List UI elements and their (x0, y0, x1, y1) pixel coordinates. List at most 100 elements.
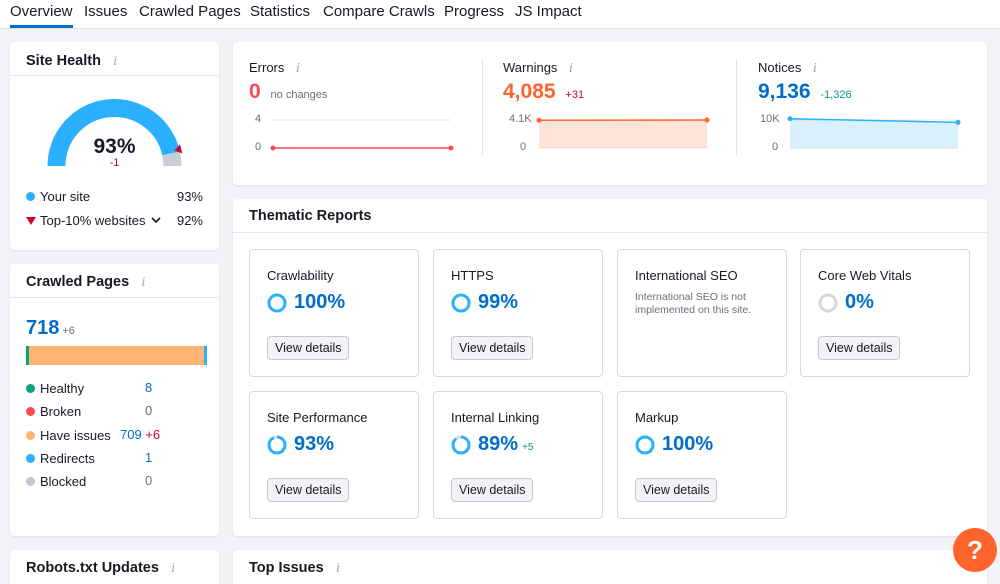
thematic-reports-card: Thematic Reports Crawlability 100% View … (233, 199, 987, 536)
healthy-value[interactable]: 8 (145, 380, 153, 395)
view-details-button[interactable]: View details (451, 336, 534, 360)
divider (10, 297, 219, 298)
warnings-sparkline[interactable] (535, 112, 715, 156)
info-icon[interactable]: i (296, 61, 300, 75)
ring-fill (267, 293, 287, 312)
report-name: HTTPS (451, 268, 494, 283)
info-icon[interactable]: i (336, 561, 340, 575)
your-site-value: 93% (176, 189, 203, 204)
notices-value[interactable]: 9,136 (758, 80, 811, 103)
crawled-pages-bar[interactable] (26, 346, 207, 365)
row-have-issues[interactable]: Have issues (26, 427, 111, 443)
warnings-value[interactable]: 4,085 (503, 80, 556, 103)
your-site-label: Your site (40, 189, 91, 204)
top-issues-title: Top Issues (249, 560, 324, 576)
ring-fill (635, 435, 655, 454)
report-name: International SEO (635, 268, 738, 283)
bar-segment-healthy[interactable] (26, 346, 29, 365)
report-score: 100% (662, 433, 714, 455)
progress-ring-icon (451, 435, 471, 454)
area-fill (790, 118, 958, 148)
tab-js-impact[interactable]: JS Impact (515, 3, 582, 20)
crawled-pages-card: Crawled Pages i 718 +6 Healthy 8 Broken … (10, 264, 219, 536)
report-score: 0% (845, 291, 874, 313)
blocked-value: 0 (145, 473, 153, 488)
tab-progress[interactable]: Progress (444, 3, 505, 20)
notices-tick-min: 0 (772, 141, 779, 153)
notices-label[interactable]: Notices (758, 60, 802, 75)
report-tabs: Overview Issues Crawled Pages Statistics… (0, 0, 1000, 29)
broken-dot (26, 406, 35, 416)
tab-statistics[interactable]: Statistics (250, 3, 311, 20)
chevron-down-icon[interactable] (150, 217, 161, 224)
row-broken[interactable]: Broken (26, 403, 81, 419)
row-blocked[interactable]: Blocked (26, 473, 86, 489)
robots-card: Robots.txt Updates i (10, 550, 219, 584)
info-icon[interactable]: i (569, 61, 573, 75)
view-details-button[interactable]: View details (451, 478, 534, 502)
notices-delta: -1,326 (820, 89, 852, 101)
crawled-pages-total[interactable]: 718 (26, 317, 60, 339)
crawled-pages-delta: +6 (62, 325, 75, 337)
your-site-dot (26, 192, 35, 201)
have-issues-dot (26, 430, 35, 440)
metrics-card: Errors i 0 no changes 4 0 Warnings i 4,0… (233, 42, 987, 185)
errors-sparkline[interactable] (269, 112, 459, 156)
data-point (536, 117, 542, 123)
help-button[interactable]: ? (953, 528, 997, 572)
broken-value: 0 (145, 403, 153, 418)
top-issues-card: Top Issues i (233, 550, 987, 584)
errors-label[interactable]: Errors (249, 60, 285, 75)
site-health-card: Site Health i 93% -1 Your site 93% Top-1… (10, 42, 219, 250)
view-details-button[interactable]: View details (635, 478, 718, 502)
report-name: Internal Linking (451, 410, 540, 425)
bar-segment-redirects[interactable] (203, 346, 207, 365)
broken-label: Broken (40, 403, 82, 419)
row-redirects[interactable]: Redirects (26, 450, 95, 466)
info-icon[interactable]: i (113, 54, 118, 68)
row-healthy[interactable]: Healthy (26, 380, 84, 396)
tab-overview[interactable]: Overview (10, 3, 73, 28)
report-score: 93% (294, 433, 335, 455)
have-issues-value[interactable]: 709 (120, 427, 142, 442)
crawled-pages-title: Crawled Pages (26, 274, 130, 290)
redirects-value[interactable]: 1 (145, 450, 153, 465)
view-details-button[interactable]: View details (267, 336, 350, 360)
report-international-seo: International SEO International SEO is n… (617, 249, 787, 377)
bar-segment-have-issues[interactable] (29, 346, 204, 365)
ring-fill (267, 435, 287, 454)
tab-compare-crawls[interactable]: Compare Crawls (323, 3, 435, 20)
notices-tick-max: 10K (760, 113, 780, 125)
report-site-performance: Site Performance 93% View details (249, 391, 419, 519)
report-internal-linking: Internal Linking 89% +5 View details (433, 391, 603, 519)
warnings-label[interactable]: Warnings (503, 60, 558, 75)
blocked-label: Blocked (40, 473, 87, 489)
notices-sparkline[interactable] (786, 112, 966, 156)
thematic-reports-title: Thematic Reports (249, 208, 372, 224)
tab-issues[interactable]: Issues (84, 3, 128, 20)
report-delta: +5 (522, 442, 534, 453)
top-10-label[interactable]: Top-10% websites (40, 213, 146, 228)
top-10-marker (174, 144, 183, 154)
warnings-delta: +31 (565, 89, 585, 101)
progress-ring-icon (635, 435, 655, 454)
ring-track (818, 293, 838, 312)
tab-crawled-pages[interactable]: Crawled Pages (139, 3, 241, 20)
report-core-web-vitals: Core Web Vitals 0% View details (800, 249, 970, 377)
errors-tick-min: 0 (255, 141, 262, 153)
report-score: 89% (478, 433, 519, 455)
errors-value[interactable]: 0 (249, 80, 261, 103)
view-details-button[interactable]: View details (267, 478, 350, 502)
redirects-dot (26, 453, 35, 463)
errors-tick-max: 4 (255, 113, 262, 125)
progress-ring-icon (267, 293, 287, 312)
info-icon[interactable]: i (141, 275, 146, 289)
errors-delta: no changes (270, 89, 328, 101)
info-icon[interactable]: i (812, 61, 817, 75)
info-icon[interactable]: i (171, 561, 176, 575)
legend-top-10: Top-10% websites 92% (26, 213, 203, 228)
report-crawlability: Crawlability 100% View details (249, 249, 419, 377)
data-point (955, 119, 961, 125)
view-details-button[interactable]: View details (818, 336, 901, 360)
divider (736, 59, 737, 155)
